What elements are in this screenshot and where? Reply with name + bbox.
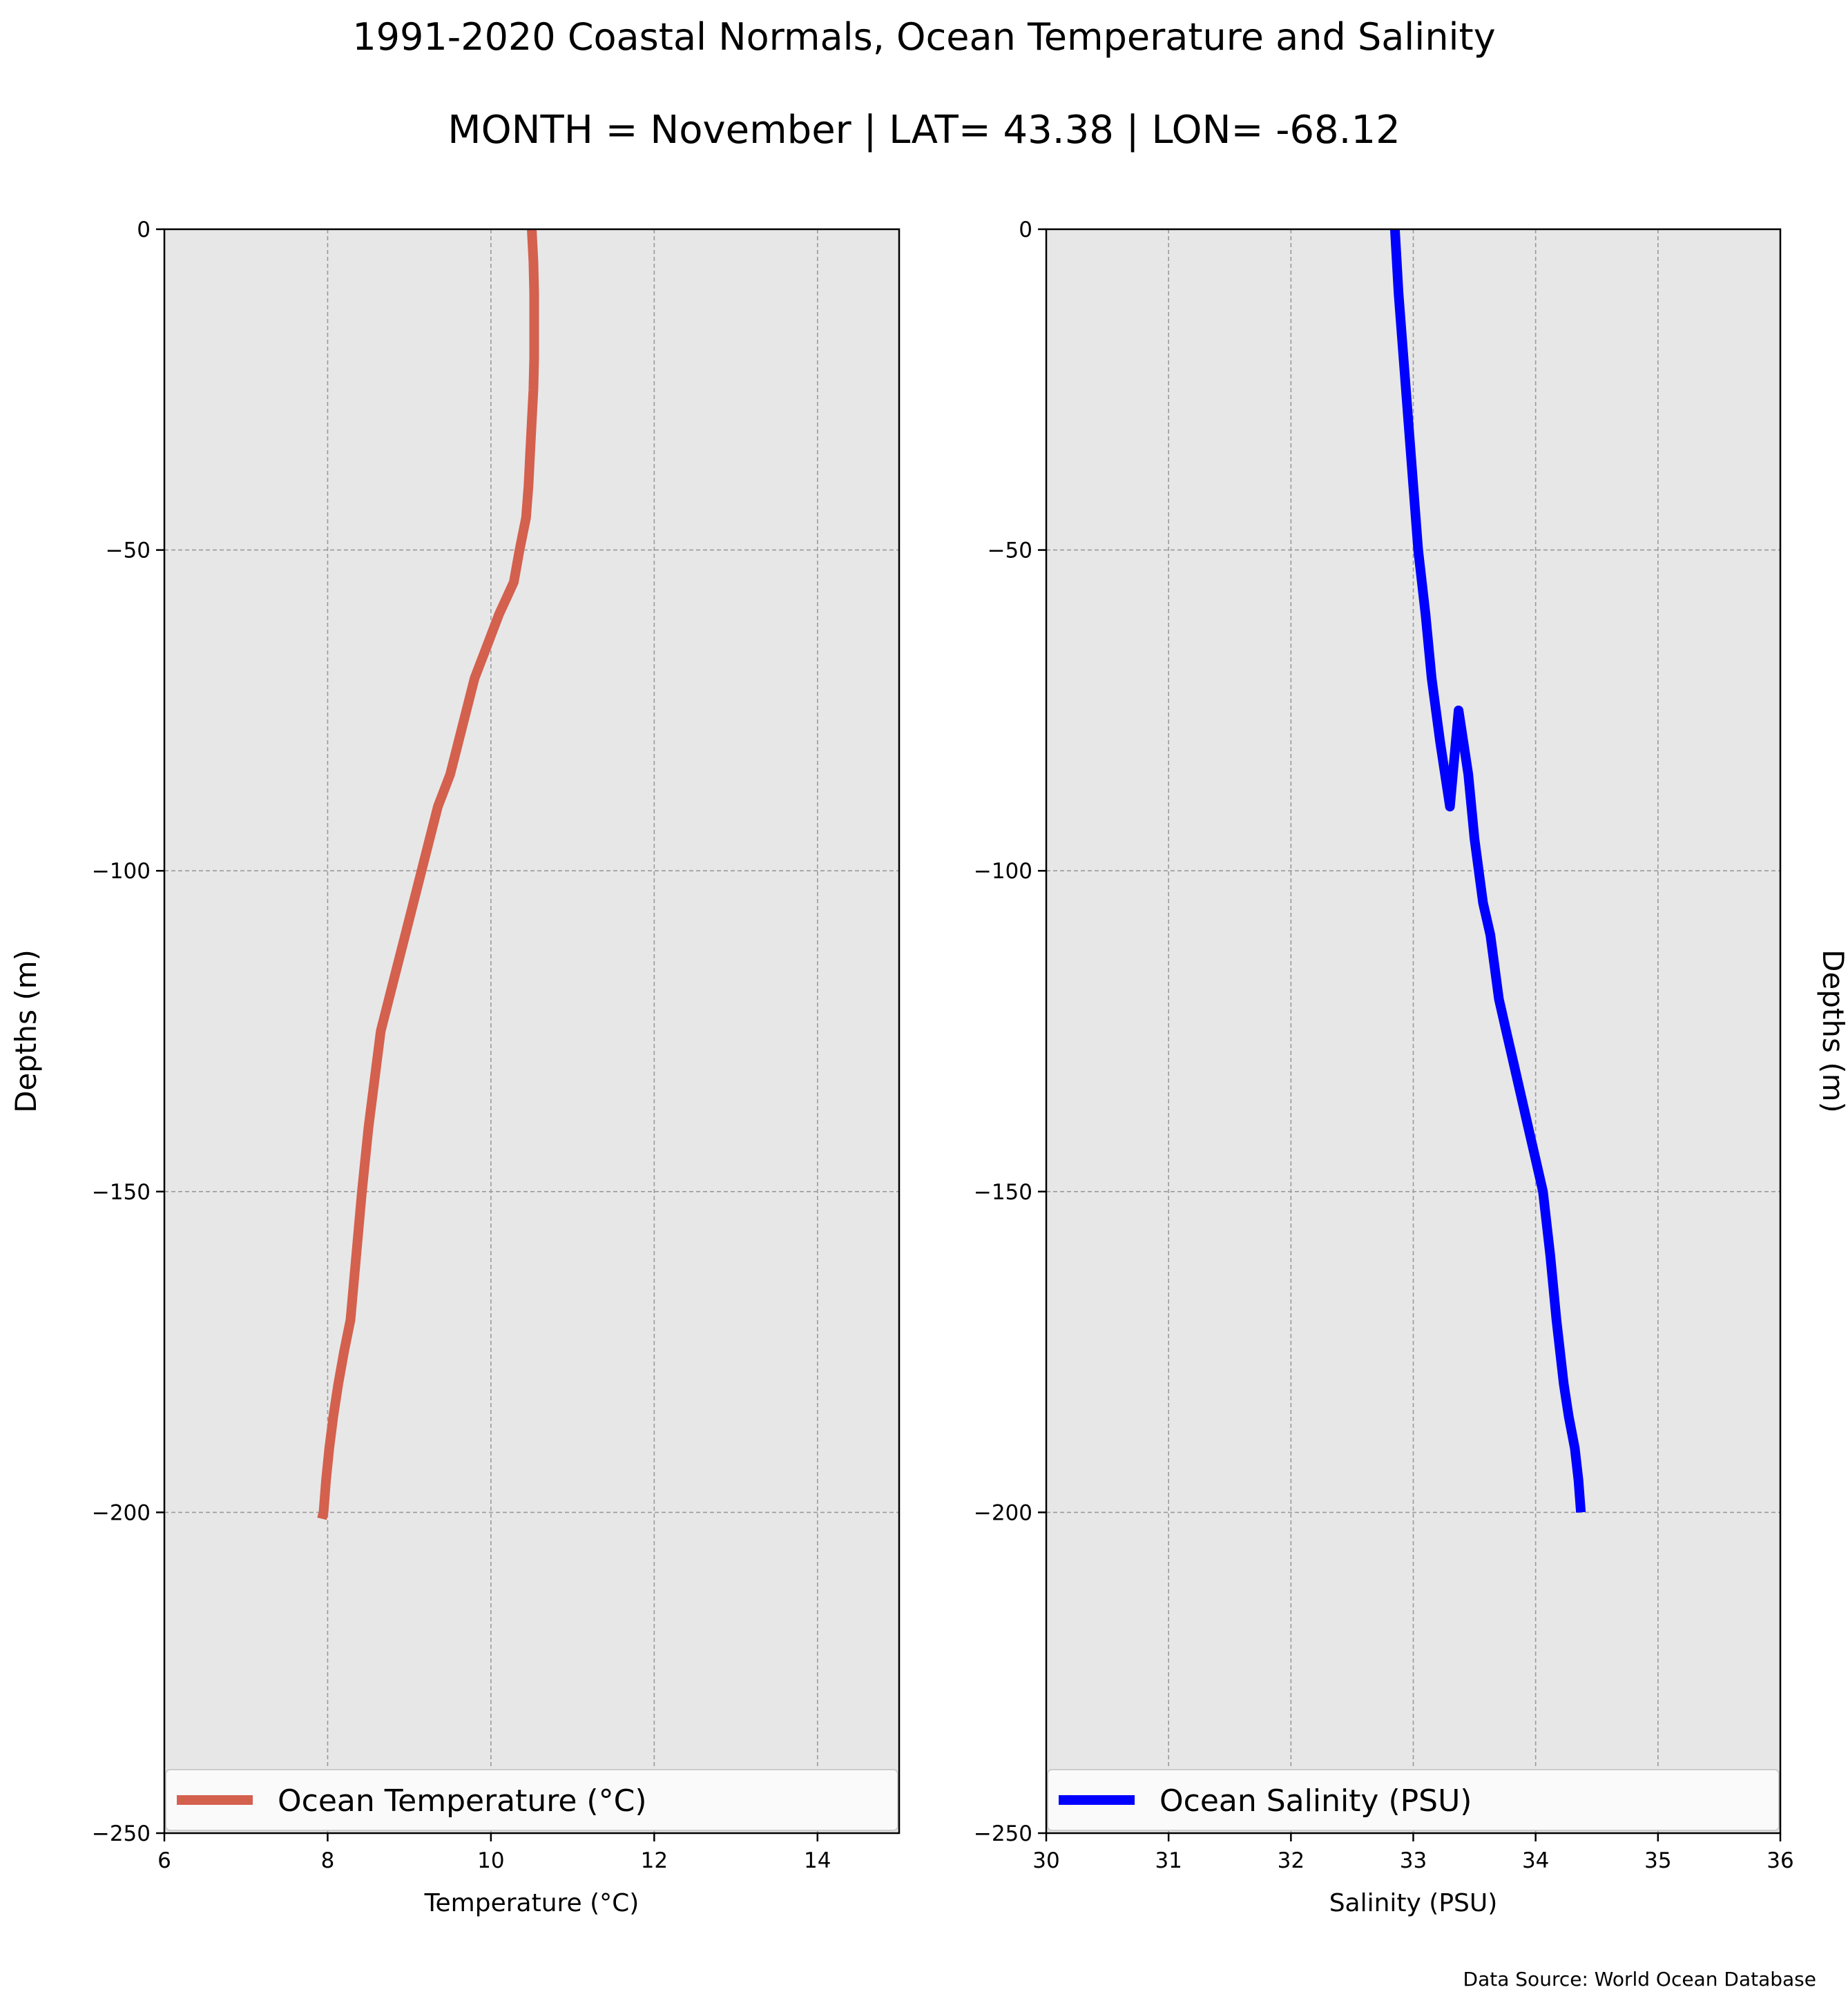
series-line-0 bbox=[1389, 229, 1586, 1513]
x-axis-label: Temperature (°C) bbox=[424, 1889, 639, 1917]
x-tick-label: 14 bbox=[804, 1848, 831, 1873]
legend-label: Ocean Temperature (°C) bbox=[278, 1783, 647, 1819]
series-line-0 bbox=[317, 229, 539, 1520]
chart-title: 1991-2020 Coastal Normals, Ocean Tempera… bbox=[352, 15, 1495, 59]
chart-subtitle: MONTH = November | LAT= 43.38 | LON= -68… bbox=[447, 108, 1401, 153]
salinity-panel: Ocean Salinity (PSU) 30 31 32 33 34 35 36 0 −50 −1… bbox=[974, 217, 1848, 1917]
x-tick-label: 12 bbox=[641, 1848, 668, 1873]
x-tick-label: 8 bbox=[321, 1848, 335, 1873]
y-tick-label: −100 bbox=[974, 859, 1032, 884]
x-tick-label: 34 bbox=[1522, 1848, 1549, 1873]
axes-frame bbox=[163, 228, 901, 1835]
y-tick-label: −250 bbox=[974, 1821, 1032, 1846]
y-tick-label: 0 bbox=[137, 217, 151, 242]
x-tick-label: 30 bbox=[1032, 1848, 1059, 1873]
x-axis-label: Salinity (PSU) bbox=[1329, 1889, 1498, 1917]
x-tick-label: 6 bbox=[157, 1848, 171, 1873]
x-tick-label: 35 bbox=[1644, 1848, 1671, 1873]
y-axis-label: Depths (m) bbox=[9, 949, 43, 1113]
y-tick-label: −200 bbox=[974, 1500, 1032, 1525]
x-tick-label: 10 bbox=[477, 1848, 504, 1873]
legend-box bbox=[1047, 1769, 1780, 1831]
x-tick-label: 36 bbox=[1767, 1848, 1793, 1873]
legend-box bbox=[165, 1769, 898, 1831]
y-tick-label: −200 bbox=[92, 1500, 151, 1525]
y-tick-label: −100 bbox=[92, 859, 151, 884]
y-tick-label: −50 bbox=[988, 539, 1032, 563]
y-tick-label: −250 bbox=[92, 1821, 151, 1846]
y-axis-label: Depths (m) bbox=[1816, 949, 1848, 1113]
y-tick-label: −150 bbox=[974, 1180, 1032, 1205]
x-tick-label: 32 bbox=[1278, 1848, 1305, 1873]
temperature-panel: Ocean Temperature (°C) 6 8 10 12 14 0 −50 −100 −1… bbox=[9, 217, 901, 1917]
y-tick-label: −50 bbox=[106, 539, 151, 563]
data-source-note: Data Source: World Ocean Database bbox=[1463, 1968, 1816, 1991]
x-tick-label: 31 bbox=[1155, 1848, 1182, 1873]
x-tick-label: 33 bbox=[1400, 1848, 1427, 1873]
y-tick-label: −150 bbox=[92, 1180, 151, 1205]
legend-label: Ocean Salinity (PSU) bbox=[1159, 1783, 1472, 1819]
y-tick-label: 0 bbox=[1019, 217, 1032, 242]
